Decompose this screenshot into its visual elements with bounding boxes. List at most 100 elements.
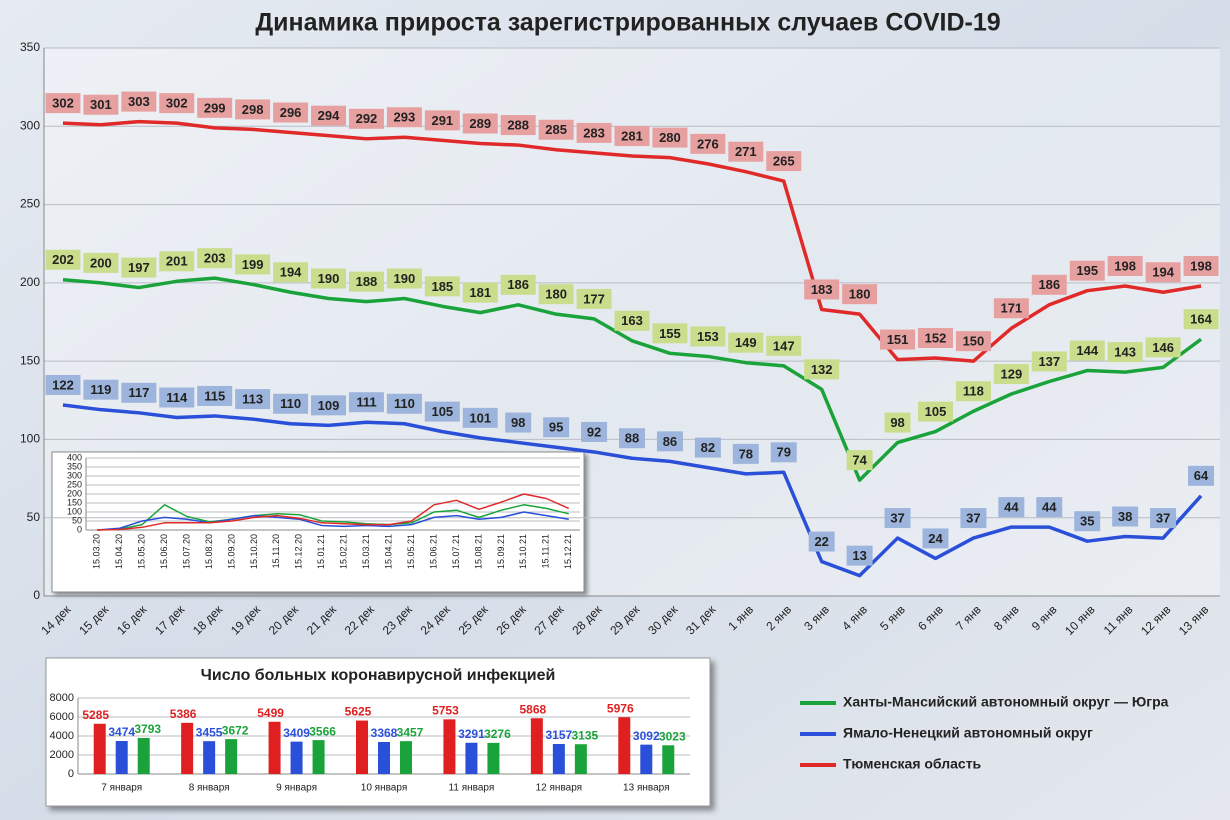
data-label: 198	[1190, 258, 1212, 273]
data-label: 3409	[283, 726, 310, 740]
data-label: 5499	[257, 706, 284, 720]
data-label-box	[45, 93, 81, 114]
data-label: 194	[1152, 265, 1174, 280]
data-label-box	[462, 407, 498, 428]
data-label: 298	[242, 102, 264, 117]
y-tick-label: 150	[20, 353, 40, 367]
data-label-box	[1069, 340, 1105, 361]
data-label-box	[235, 389, 271, 410]
data-label-box	[770, 442, 797, 463]
data-label-box	[993, 298, 1029, 319]
data-label-box	[690, 326, 726, 347]
data-label: 180	[849, 287, 871, 302]
data-label: 186	[507, 277, 529, 292]
data-label: 24	[928, 531, 943, 546]
data-label-box	[159, 93, 195, 114]
bar	[203, 741, 216, 774]
data-label-box	[1107, 255, 1143, 276]
data-label: 188	[356, 274, 378, 289]
x-tick-label: 15.09.21	[496, 534, 506, 569]
data-label-box	[235, 99, 271, 120]
data-label: 3368	[371, 726, 398, 740]
data-label: 101	[469, 410, 491, 425]
data-label: 78	[739, 446, 753, 461]
data-label: 3023	[659, 729, 686, 743]
y-tick-label: 2000	[50, 749, 74, 761]
y-tick-label: 200	[67, 488, 82, 498]
data-label-box	[462, 113, 498, 134]
data-label: 151	[887, 332, 909, 347]
data-label-box	[273, 393, 309, 414]
data-label-box	[386, 393, 422, 414]
data-label: 3157	[546, 728, 573, 742]
data-label: 44	[1042, 500, 1057, 515]
data-label-box	[1074, 511, 1101, 532]
data-label: 132	[811, 362, 833, 377]
y-tick-label: 0	[68, 768, 74, 780]
data-label-box	[273, 262, 309, 283]
data-label-box	[424, 276, 460, 297]
x-tick-label: 9 января	[276, 783, 317, 794]
series-line	[97, 493, 570, 531]
data-label-box	[45, 374, 81, 395]
y-tick-label: 150	[67, 497, 82, 507]
data-label-box	[83, 94, 119, 115]
data-label: 296	[280, 105, 302, 120]
data-label: 146	[1152, 340, 1174, 355]
data-label-box	[386, 107, 422, 128]
y-tick-label: 0	[77, 524, 82, 534]
data-label: 185	[431, 279, 453, 294]
bar	[93, 723, 106, 774]
data-label: 186	[1038, 277, 1060, 292]
bar	[378, 742, 390, 774]
data-label: 143	[1114, 345, 1136, 360]
x-tick-label: 15.04.21	[384, 534, 394, 569]
data-label: 109	[318, 398, 340, 413]
data-label: 171	[1001, 301, 1023, 316]
bar	[137, 737, 150, 774]
chart-title: Динамика прироста зарегистрированных слу…	[255, 9, 1000, 37]
series-line	[97, 504, 569, 531]
x-tick-label: 15.05.20	[137, 534, 147, 569]
data-label: 293	[394, 110, 416, 125]
x-tick-label: 15.07.20	[181, 534, 191, 569]
y-tick-label: 250	[67, 479, 82, 489]
data-label: 299	[204, 100, 226, 115]
data-label: 114	[166, 390, 188, 405]
data-label-box	[804, 279, 840, 300]
data-label: 280	[659, 130, 681, 145]
data-label: 198	[1114, 258, 1136, 273]
data-label-box	[45, 249, 81, 270]
data-label-box	[159, 251, 195, 272]
data-label-box	[614, 310, 650, 331]
data-label-box	[880, 329, 916, 350]
data-label-box	[159, 387, 195, 408]
data-label: 276	[697, 136, 719, 151]
y-tick-label: 100	[67, 506, 82, 516]
data-label: 285	[545, 122, 567, 137]
data-label-box	[1145, 337, 1181, 358]
data-label: 153	[697, 329, 719, 344]
bar	[552, 744, 565, 774]
data-label: 5868	[520, 702, 547, 716]
data-label-box	[728, 332, 764, 353]
bar	[465, 742, 478, 774]
data-label-box	[619, 428, 645, 449]
data-label: 5386	[170, 707, 197, 721]
data-label-box	[538, 119, 574, 140]
data-label: 118	[963, 384, 984, 399]
y-tick-label: 350	[20, 40, 40, 54]
data-label-box	[311, 268, 347, 289]
data-label-box	[1150, 508, 1177, 529]
data-label: 37	[890, 511, 904, 526]
data-label-box	[505, 412, 532, 433]
bar	[443, 719, 456, 774]
data-label: 164	[1190, 312, 1212, 327]
data-label: 292	[356, 111, 378, 126]
data-label: 190	[394, 271, 416, 286]
x-tick-label: 15.10.21	[518, 534, 528, 569]
data-label: 3276	[484, 727, 511, 741]
data-label-box	[1145, 262, 1181, 283]
data-label: 152	[925, 330, 947, 345]
